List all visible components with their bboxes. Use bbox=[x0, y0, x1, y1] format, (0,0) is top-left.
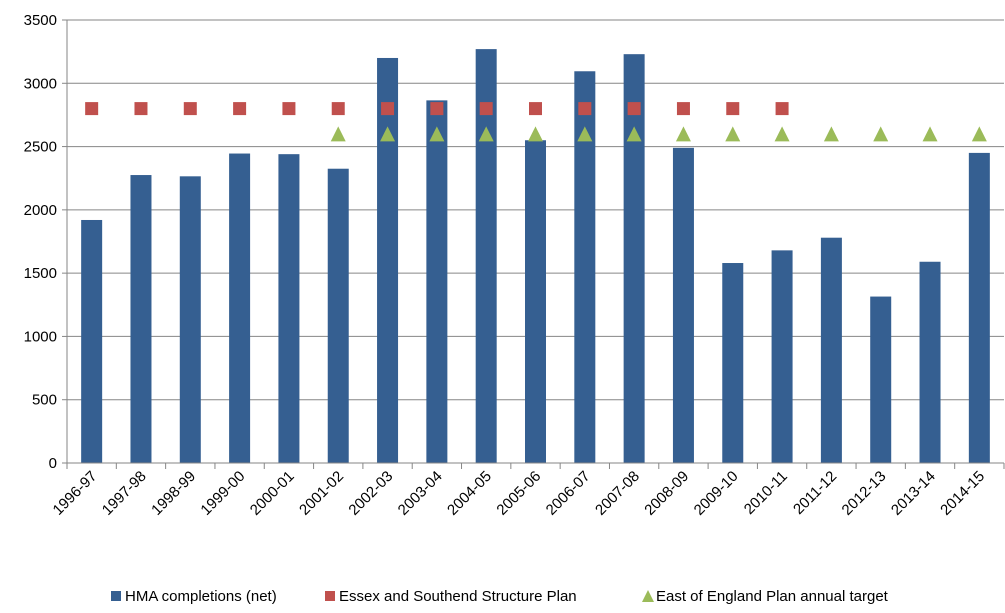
bar-hma-completions bbox=[130, 175, 152, 464]
bar-hma-completions bbox=[820, 237, 842, 463]
bar-hma-completions bbox=[968, 152, 990, 463]
marker-structure-plan bbox=[578, 102, 592, 116]
y-tick-label: 3000 bbox=[24, 75, 57, 92]
y-tick-label: 1000 bbox=[24, 328, 57, 345]
marker-east-of-england-target bbox=[626, 126, 642, 142]
bar-hma-completions bbox=[426, 100, 448, 463]
y-tick-label: 1500 bbox=[24, 265, 57, 282]
x-tick-label: 2013-14 bbox=[888, 468, 939, 519]
bar-hma-completions bbox=[623, 54, 645, 463]
marker-structure-plan bbox=[331, 102, 345, 116]
marker-east-of-england-target bbox=[380, 126, 396, 142]
x-tick-label: 2010-11 bbox=[741, 468, 791, 518]
x-tick-label: 1997-98 bbox=[99, 468, 150, 519]
markers bbox=[85, 102, 987, 142]
marker-structure-plan bbox=[430, 102, 444, 116]
marker-structure-plan bbox=[775, 102, 789, 116]
marker-structure-plan bbox=[529, 102, 542, 116]
marker-east-of-england-target bbox=[823, 126, 839, 142]
legend-swatch bbox=[111, 591, 121, 601]
bar-hma-completions bbox=[919, 261, 941, 463]
bar-hma-completions bbox=[229, 153, 251, 464]
y-tick-label: 500 bbox=[32, 392, 57, 409]
marker-east-of-england-target bbox=[478, 126, 494, 142]
marker-structure-plan bbox=[183, 102, 197, 116]
x-tick-label: 1999-00 bbox=[197, 468, 248, 519]
marker-east-of-england-target bbox=[528, 126, 543, 142]
legend-swatch bbox=[642, 590, 654, 602]
x-tick-label: 2001-02 bbox=[296, 468, 347, 519]
marker-east-of-england-target bbox=[330, 126, 346, 142]
marker-east-of-england-target bbox=[774, 126, 790, 142]
marker-east-of-england-target bbox=[675, 126, 691, 142]
x-tick-label: 2009-10 bbox=[691, 468, 742, 519]
y-tick-label: 2000 bbox=[24, 202, 57, 219]
marker-east-of-england-target bbox=[873, 126, 889, 142]
y-tick-label: 3500 bbox=[24, 12, 57, 29]
legend-label: HMA completions (net) bbox=[125, 588, 277, 605]
x-tick-label: 2014-15 bbox=[937, 468, 988, 519]
bar-hma-completions bbox=[870, 296, 892, 463]
marker-structure-plan bbox=[85, 102, 99, 116]
legend-label: Essex and Southend Structure Plan bbox=[339, 588, 577, 605]
bar-hma-completions bbox=[377, 57, 399, 463]
x-tick-label: 2004-05 bbox=[444, 468, 495, 519]
x-tick-label: 2011-12 bbox=[790, 468, 840, 518]
y-tick-label: 2500 bbox=[24, 139, 57, 156]
marker-structure-plan bbox=[479, 102, 493, 116]
bars bbox=[81, 49, 990, 464]
legend-swatch bbox=[325, 591, 335, 601]
bar-hma-completions bbox=[278, 154, 300, 463]
marker-east-of-england-target bbox=[725, 126, 741, 142]
marker-structure-plan bbox=[726, 102, 740, 116]
marker-structure-plan bbox=[381, 102, 395, 116]
axes: 0 500 1000 1500 2000 2500 3000 3500 1996-971997-… bbox=[24, 12, 1005, 519]
x-tick-label: 1998-99 bbox=[148, 468, 199, 519]
legend-label: East of England Plan annual target bbox=[656, 588, 889, 605]
marker-east-of-england-target bbox=[922, 126, 938, 142]
bar-hma-completions bbox=[672, 147, 694, 463]
x-tick-label: 2005-06 bbox=[493, 468, 544, 519]
x-tick-label: 2000-01 bbox=[247, 468, 298, 519]
bar-hma-completions bbox=[327, 168, 349, 463]
marker-east-of-england-target bbox=[429, 126, 445, 142]
y-tick-label: 0 bbox=[49, 455, 57, 472]
x-tick-label: 2003-04 bbox=[395, 468, 446, 519]
bar-hma-completions bbox=[722, 263, 744, 463]
bar-hma-completions bbox=[179, 176, 201, 463]
marker-structure-plan bbox=[233, 102, 247, 116]
bar-hma-completions bbox=[525, 140, 546, 463]
x-tick-label: 2007-08 bbox=[592, 468, 643, 519]
marker-east-of-england-target bbox=[577, 126, 593, 142]
x-tick-label: 2008-09 bbox=[641, 468, 692, 519]
bar-hma-completions bbox=[81, 219, 103, 463]
x-tick-label: 1996-97 bbox=[50, 468, 101, 519]
marker-structure-plan bbox=[676, 102, 690, 116]
marker-structure-plan bbox=[627, 102, 641, 116]
bar-hma-completions bbox=[574, 71, 596, 464]
bar-hma-completions bbox=[771, 250, 793, 463]
bar-hma-completions bbox=[475, 49, 497, 464]
marker-structure-plan bbox=[282, 102, 296, 116]
x-tick-label: 2002-03 bbox=[345, 468, 396, 519]
marker-structure-plan bbox=[134, 102, 148, 116]
legend: HMA completions (net) Essex and Southend … bbox=[111, 588, 889, 605]
marker-east-of-england-target bbox=[971, 126, 987, 142]
x-tick-label: 2006-07 bbox=[543, 468, 594, 519]
x-tick-label: 2012-13 bbox=[839, 468, 890, 519]
